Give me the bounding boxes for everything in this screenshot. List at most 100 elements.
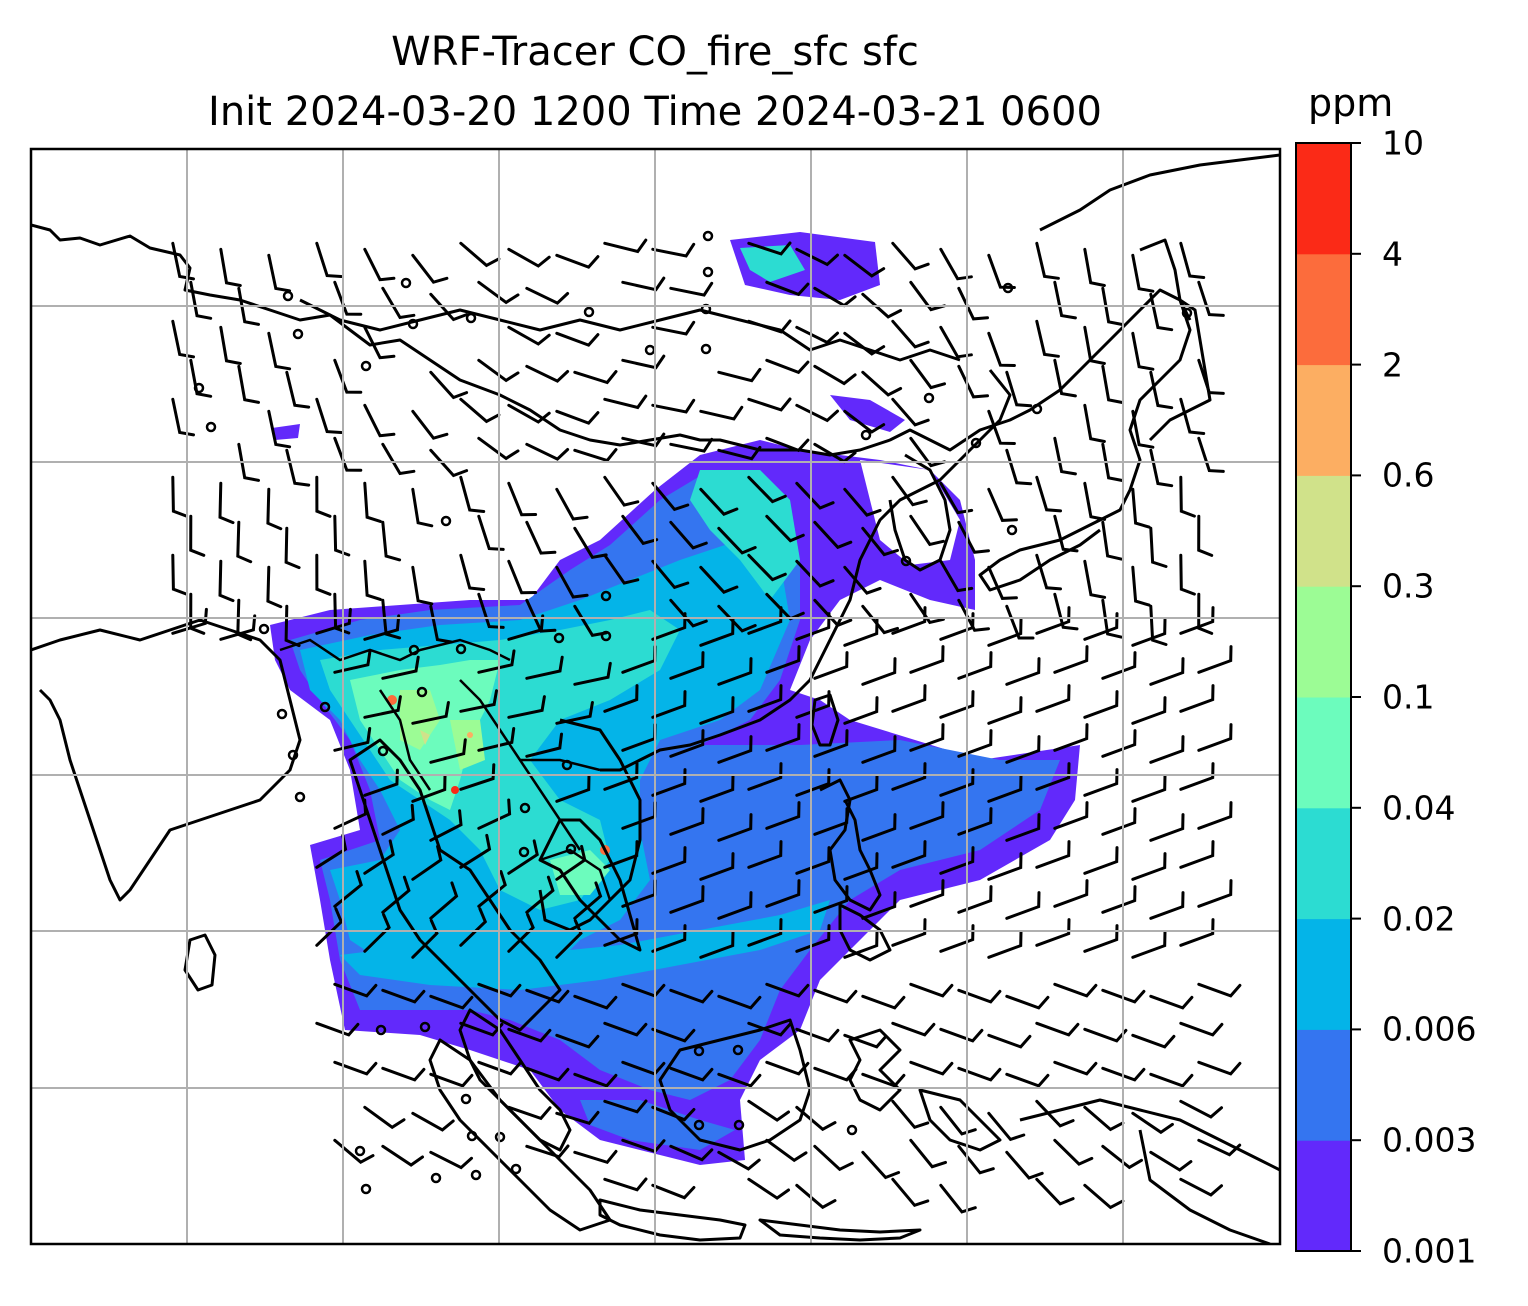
- calm-marker: [466, 1130, 478, 1142]
- calm-marker: [553, 632, 565, 644]
- calm-marker: [430, 1172, 442, 1184]
- wind-barb: [315, 241, 343, 278]
- wind-barb: [219, 325, 242, 365]
- wind-barb: [747, 606, 783, 635]
- wind-barb: [939, 1105, 977, 1136]
- wind-barb: [1035, 762, 1071, 791]
- calm-wind-markers: [193, 230, 1193, 1195]
- wind-barb: [1101, 442, 1124, 482]
- calm-marker: [408, 644, 420, 656]
- wind-barb: [507, 1105, 552, 1121]
- wind-barb: [669, 807, 705, 836]
- wind-barb: [363, 913, 391, 953]
- calm-marker: [1031, 403, 1043, 415]
- fire-hotspot-4: [467, 732, 473, 738]
- wind-barb: [861, 604, 899, 635]
- wind-barb: [477, 358, 520, 383]
- wind-barb: [957, 286, 989, 321]
- calm-marker: [700, 343, 712, 355]
- wind-barb: [1035, 840, 1071, 869]
- wind-barb: [603, 475, 640, 507]
- wind-barb: [957, 520, 990, 554]
- colorbar-frame: [1295, 142, 1352, 1252]
- calm-marker: [360, 1183, 372, 1195]
- colorbar-segment: [1296, 1140, 1351, 1252]
- calm-marker: [282, 290, 294, 302]
- wind-barb: [987, 565, 1018, 600]
- wind-barb: [987, 774, 1023, 803]
- calm-marker: [846, 1124, 858, 1136]
- calm-marker: [600, 630, 612, 642]
- wind-barb: [555, 919, 583, 959]
- wind-barb: [717, 735, 753, 764]
- calm-marker: [205, 421, 217, 433]
- wind-barb: [525, 286, 570, 305]
- wind-barb: [795, 559, 835, 588]
- wind-barb: [1005, 994, 1050, 1010]
- wind-barb: [1179, 241, 1206, 279]
- wind-barb: [525, 1066, 570, 1082]
- wind-barb: [1083, 1027, 1128, 1043]
- wind-barb: [1083, 325, 1106, 365]
- calm-marker: [407, 318, 419, 330]
- wind-barb: [747, 319, 792, 334]
- map-area: [31, 149, 1280, 1244]
- border-4: [520, 758, 601, 772]
- coast-islands-east: [918, 1088, 1002, 1152]
- wind-barb: [651, 398, 696, 414]
- wind-barb: [1179, 553, 1196, 596]
- wind-barb: [1083, 690, 1119, 719]
- wind-barb: [909, 280, 946, 312]
- calm-marker: [702, 266, 714, 278]
- wind-barb: [1053, 1138, 1094, 1166]
- wind-barb: [861, 370, 903, 397]
- wind-barb: [1005, 813, 1041, 842]
- calm-marker: [287, 749, 299, 761]
- wind-barb: [1131, 409, 1155, 449]
- wind-barb: [747, 241, 792, 256]
- wind-barb: [861, 1150, 901, 1180]
- wind-barb: [1035, 684, 1071, 713]
- wind-barb: [909, 982, 954, 998]
- coast-china-korea: [31, 223, 1192, 457]
- wind-barb: [747, 918, 783, 947]
- wind-barb: [909, 723, 945, 752]
- calm-marker: [354, 1145, 366, 1157]
- calm-marker: [565, 843, 577, 855]
- map-frame: [29, 147, 1282, 1246]
- wind-barb: [843, 331, 886, 356]
- wind-barb: [669, 598, 708, 628]
- wind-barb: [843, 774, 879, 803]
- wind-barb: [603, 840, 639, 869]
- wind-barb: [525, 732, 563, 758]
- coast-borneo: [658, 1018, 812, 1152]
- wind-barb: [525, 1144, 570, 1159]
- wind-barb: [699, 405, 744, 421]
- calm-marker: [440, 515, 452, 527]
- wind-barb: [525, 655, 564, 680]
- wind-barb: [603, 918, 639, 947]
- wind-barb: [1197, 645, 1233, 674]
- calm-marker: [360, 360, 372, 372]
- wind-barb: [171, 607, 208, 635]
- coast-vietnam: [538, 718, 642, 932]
- coast-japan: [978, 299, 1192, 592]
- wind-barb: [651, 559, 690, 590]
- wind-barb: [987, 331, 1016, 367]
- wind-barb: [891, 762, 927, 791]
- coast-new-guinea-south: [1138, 1129, 1271, 1244]
- wind-barb: [315, 397, 343, 434]
- wind-barb: [957, 1066, 1002, 1082]
- wind-barb: [669, 1066, 714, 1082]
- wind-barb: [909, 436, 946, 468]
- wind-barb: [1053, 982, 1098, 998]
- wind-barb: [699, 774, 735, 803]
- wind-barb: [459, 907, 488, 947]
- wind-barb: [1101, 807, 1137, 836]
- wind-barb: [891, 241, 930, 271]
- wind-barb: [1197, 280, 1225, 317]
- calm-marker: [733, 1119, 745, 1131]
- coast-thailand-gulf: [538, 818, 642, 952]
- fire-hotspot-2: [451, 786, 459, 794]
